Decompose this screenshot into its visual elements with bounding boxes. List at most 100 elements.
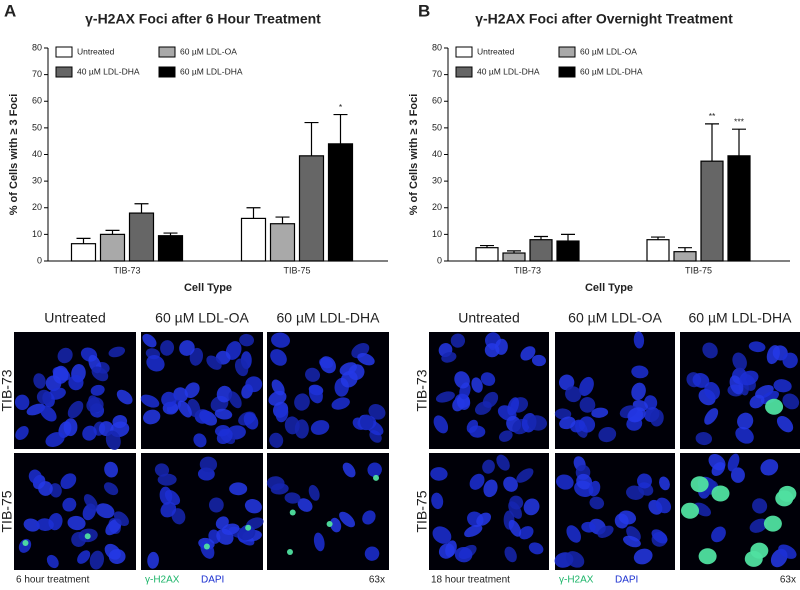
legend-swatch [558, 66, 576, 78]
bar [529, 239, 553, 262]
nucleus [466, 419, 479, 433]
nucleus [727, 453, 740, 472]
nucleus [45, 432, 65, 447]
nucleus [164, 490, 181, 505]
nucleus [730, 467, 745, 483]
x-tick-label: TIB-73 [514, 265, 541, 275]
error-bar [275, 216, 290, 224]
y-tick-label: 50 [432, 122, 442, 132]
nucleus [228, 391, 242, 409]
nucleus [49, 483, 62, 498]
nucleus [531, 354, 546, 367]
nucleus [454, 547, 473, 563]
nucleus [433, 415, 449, 434]
nucleus [269, 432, 284, 448]
nucleus [483, 479, 498, 498]
y-tick-label: 70 [432, 69, 442, 79]
legend-label: 60 µM LDL-OA [180, 46, 237, 56]
error-bar [134, 203, 149, 214]
nucleus [732, 352, 747, 371]
nucleus [474, 401, 492, 415]
nucleus [38, 481, 53, 496]
nucleus [438, 543, 455, 559]
nucleus [776, 415, 794, 433]
nucleus [216, 528, 234, 545]
nucleus [179, 340, 195, 356]
nucleus [454, 371, 470, 389]
nucleus [362, 510, 376, 525]
nucleus [95, 503, 115, 519]
nucleus [116, 389, 133, 405]
nucleus [89, 550, 105, 570]
nucleus [143, 409, 161, 425]
column-header: Untreated [44, 310, 105, 326]
legend-swatch [158, 66, 176, 78]
micrograph [267, 332, 389, 449]
bar [673, 251, 697, 262]
nucleus [588, 480, 601, 497]
error-bar [651, 236, 665, 240]
nucleus [565, 551, 585, 568]
nucleus [216, 428, 233, 445]
foci-cell [203, 543, 210, 550]
nucleus [154, 463, 170, 477]
nucleus [464, 524, 483, 538]
nucleus [15, 426, 29, 440]
nucleus [91, 366, 109, 382]
foci-cell [84, 533, 91, 540]
micrograph [680, 332, 800, 449]
nucleus [313, 532, 325, 552]
nucleus [142, 333, 157, 348]
nucleus [456, 394, 471, 410]
nucleus [268, 390, 287, 406]
micrograph [266, 453, 389, 570]
nucleus [52, 365, 69, 384]
y-tick-label: 80 [432, 42, 442, 52]
nucleus [631, 365, 649, 379]
nucleus [527, 415, 548, 431]
error-bar [507, 250, 521, 254]
nucleus [62, 497, 77, 512]
micrograph [14, 453, 136, 570]
nucleus [578, 416, 596, 433]
nucleus [496, 454, 510, 471]
nucleus [331, 397, 350, 410]
nucleus [193, 433, 207, 448]
y-tick-label: 10 [32, 229, 42, 239]
nucleus [357, 353, 375, 366]
row-header: TIB-73 [0, 369, 15, 411]
nucleus [67, 400, 84, 419]
legend-swatch [558, 46, 576, 58]
foci-cell [286, 549, 293, 556]
error-bar [304, 121, 319, 156]
column-header: 60 µM LDL-DHA [277, 310, 381, 326]
nucleus [28, 469, 42, 484]
foci-cell [289, 509, 296, 516]
nucleus [284, 492, 301, 504]
nucleus [215, 516, 229, 530]
nucleus [430, 467, 448, 481]
nucleus [659, 476, 670, 491]
nucleus [57, 347, 73, 364]
nucleus [105, 518, 122, 536]
footer-stain: DAPI [615, 575, 638, 586]
y-axis-label: % of Cells with ≥ 3 Foci [408, 94, 420, 216]
nucleus [360, 414, 374, 430]
nucleus [579, 397, 596, 413]
row-header: TIB-75 [0, 490, 15, 532]
x-tick-label: TIB-75 [283, 265, 310, 275]
nucleus [160, 501, 177, 518]
nucleus [342, 462, 356, 478]
nucleus [507, 397, 519, 416]
nucleus [637, 473, 652, 489]
nucleus [305, 367, 321, 382]
nucleus [566, 525, 581, 543]
footer-stain: γ-H2AX [559, 575, 594, 586]
error-bar [534, 235, 548, 240]
nucleus [631, 382, 646, 401]
y-tick-label: 30 [432, 176, 442, 186]
y-tick-label: 60 [32, 96, 42, 106]
nucleus [737, 412, 754, 430]
nucleus [589, 496, 605, 510]
nucleus [294, 393, 310, 411]
